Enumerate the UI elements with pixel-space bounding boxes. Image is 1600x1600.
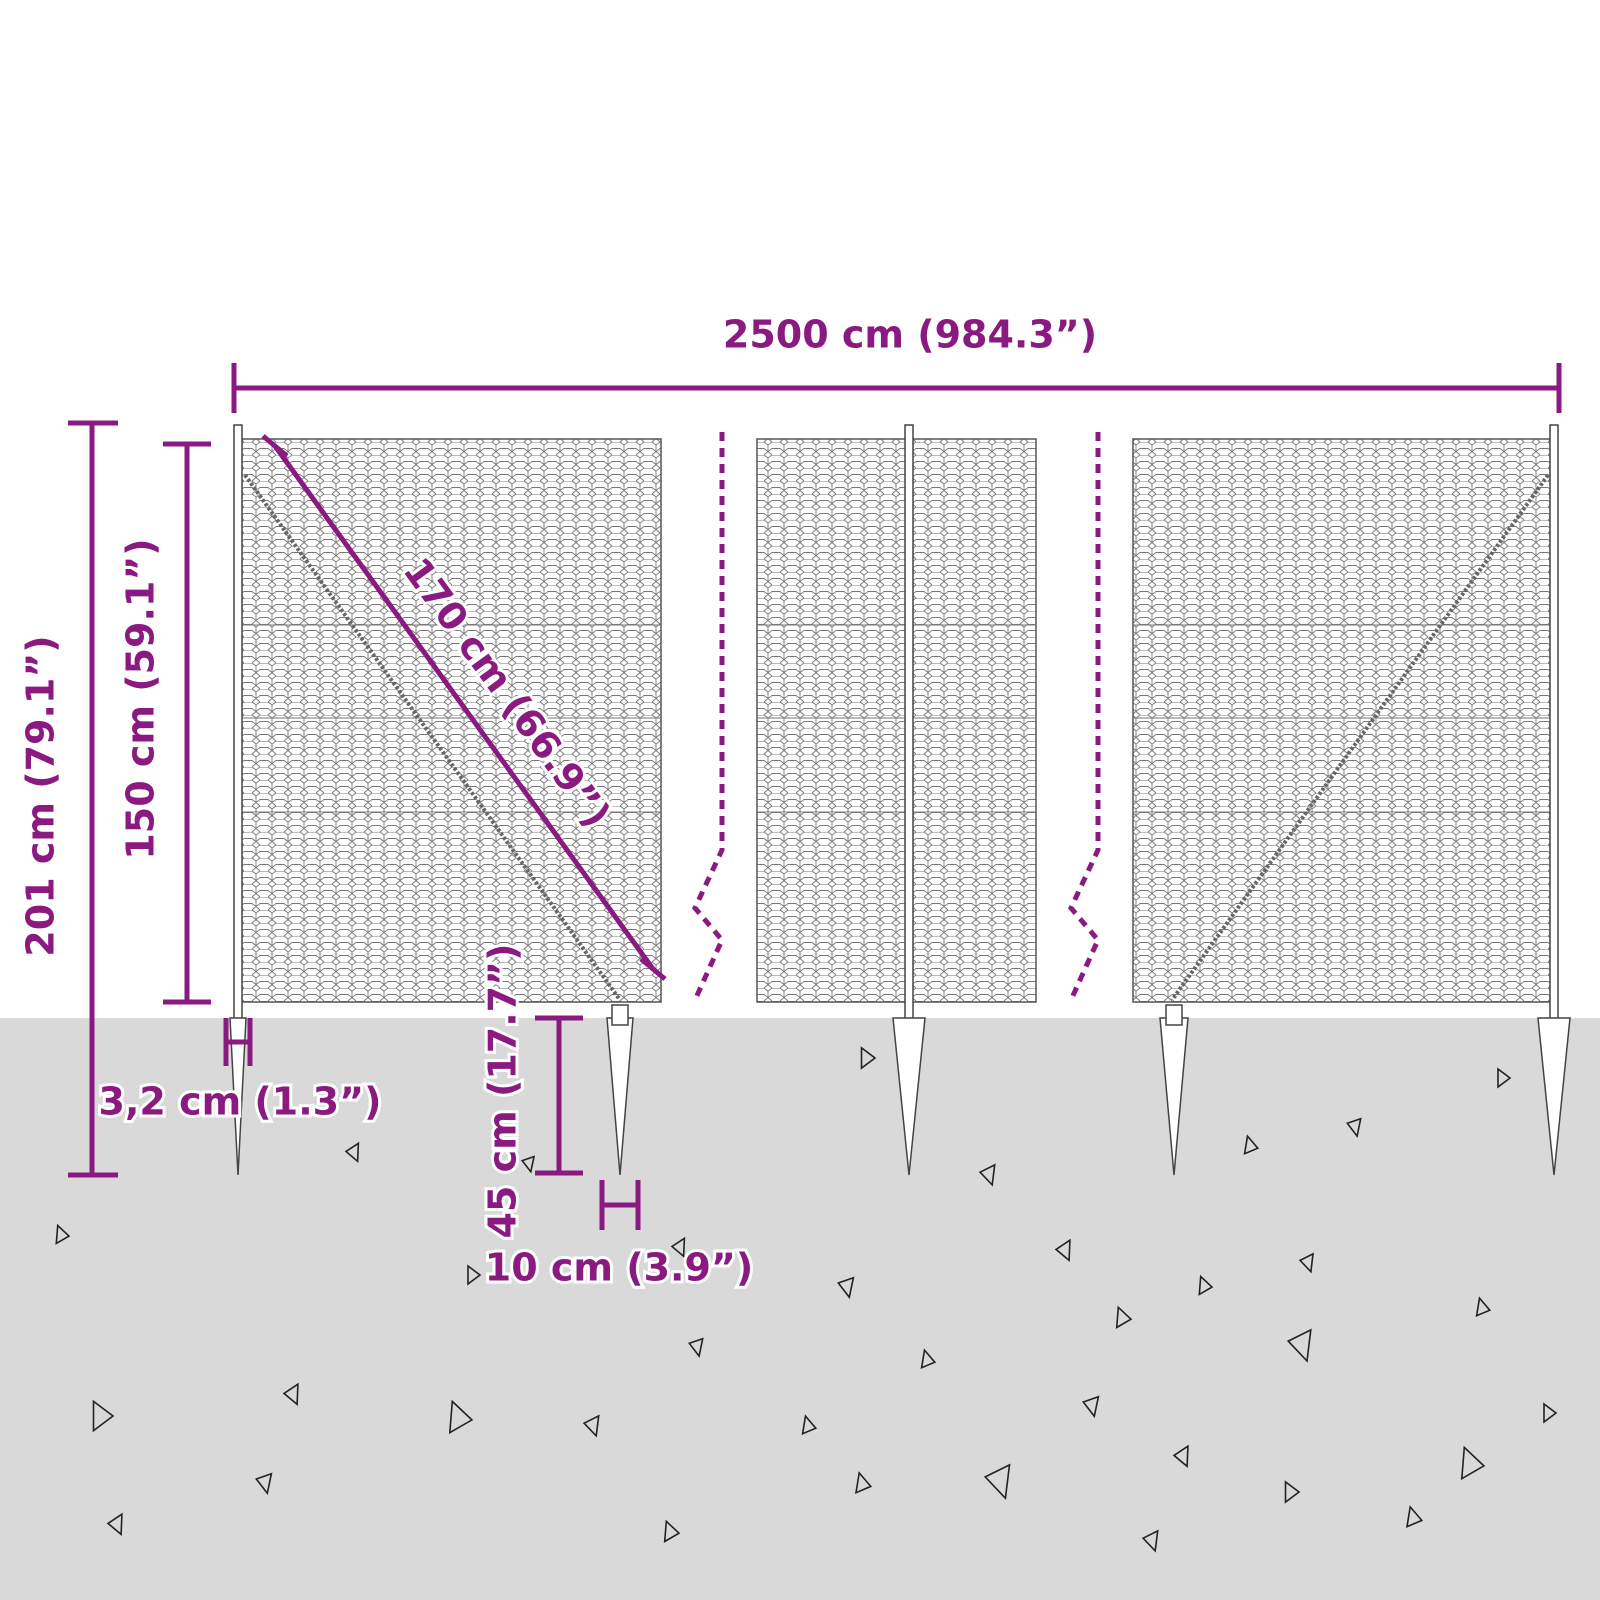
pebble [1497,1067,1512,1089]
pebble [1054,1238,1071,1263]
total-height-label: 201 cm (79.1”) [19,635,63,956]
dimension-lines [68,363,1562,1230]
pebble [663,1519,681,1543]
fence-panel [1132,438,1557,1003]
tension-wires [237,473,1556,1002]
pebble [1198,1274,1214,1296]
posts [229,424,1571,1176]
pebble [801,1414,818,1435]
pebble [1543,1402,1558,1424]
fence-height-label: 150 cm (59.1”) [119,538,163,859]
pebble [1243,1134,1260,1155]
pebble [1141,1529,1159,1553]
pebble [582,1414,600,1438]
pebble [1298,1252,1314,1274]
pebble [1475,1296,1492,1317]
pebble [448,1399,474,1435]
pebble [687,1337,704,1358]
pebble [1286,1328,1312,1363]
pebble [978,1163,996,1187]
pebble [254,1472,273,1496]
fence-panel [756,438,1037,1003]
pebble [467,1264,482,1286]
pebble [1460,1445,1486,1481]
spike-length-label: 45 cm (17.7”) [481,944,525,1239]
ground-texture [55,1046,1558,1553]
pebble [920,1348,937,1369]
break-marks [692,432,1101,1002]
pebble [670,1236,686,1258]
pebble [520,1155,536,1174]
spike-width-label: 10 cm (3.9”) [485,1246,754,1290]
pebble [92,1399,115,1433]
pebble [1345,1117,1362,1138]
ground [0,1018,1600,1600]
pebble [860,1046,877,1070]
pebble [55,1223,71,1245]
pebble [1172,1444,1189,1469]
pebble [854,1471,873,1495]
pebble [106,1512,123,1537]
pebble [1405,1505,1424,1529]
pebble [1284,1480,1301,1504]
pebble [344,1141,360,1163]
post-diameter-label: 3,2 cm (1.3”) [99,1080,382,1124]
pebble [1115,1305,1133,1329]
pebble [282,1382,299,1407]
pebble [836,1276,855,1300]
fence-panel [236,438,662,1003]
length-label: 2500 cm (984.3”) [723,313,1097,357]
pebble [983,1463,1011,1500]
pebble [1081,1395,1100,1419]
